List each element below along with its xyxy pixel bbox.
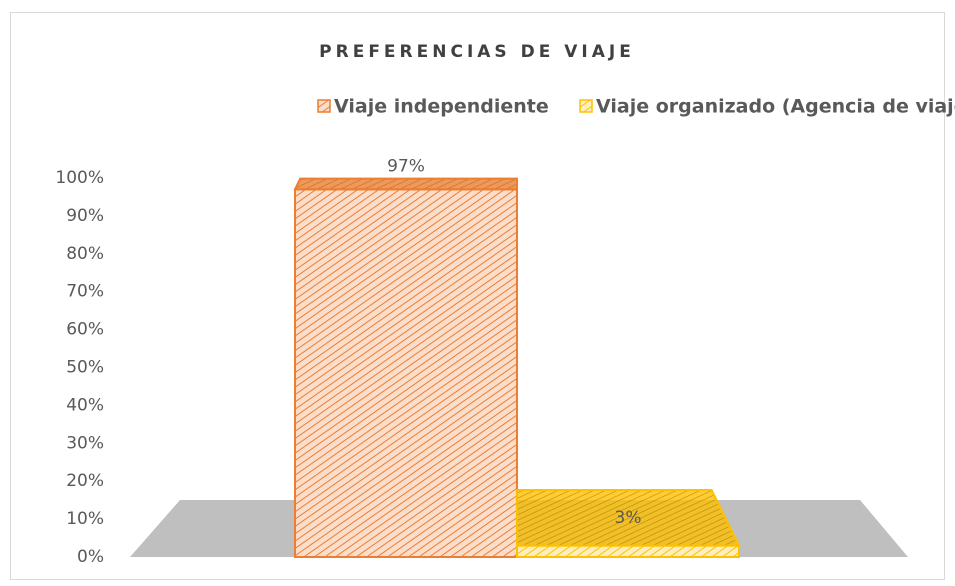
y-tick-label: 80% — [66, 244, 104, 264]
y-tick-label: 10% — [66, 509, 104, 529]
y-tick-label: 30% — [66, 433, 104, 453]
y-tick-label: 90% — [66, 206, 104, 226]
y-tick-label: 60% — [66, 320, 104, 340]
bar-front — [294, 188, 518, 558]
y-tick-label: 0% — [77, 547, 104, 567]
legend-swatch — [579, 99, 593, 113]
legend-swatch — [317, 99, 331, 113]
legend-label: Viaje organizado (Agencia de viajes) — [596, 96, 955, 118]
bar-top — [515, 489, 741, 547]
y-tick-label: 20% — [66, 471, 104, 491]
y-tick-label: 50% — [66, 358, 104, 378]
bar-front — [516, 544, 740, 559]
chart-title: PREFERENCIAS DE VIAJE — [319, 42, 635, 62]
y-tick-label: 70% — [66, 282, 104, 302]
bar-top — [293, 177, 519, 191]
data-label: 3% — [615, 508, 642, 528]
data-label: 97% — [387, 157, 425, 177]
y-tick-label: 100% — [55, 168, 104, 188]
y-tick-label: 40% — [66, 395, 104, 415]
legend-label: Viaje independiente — [334, 96, 549, 118]
